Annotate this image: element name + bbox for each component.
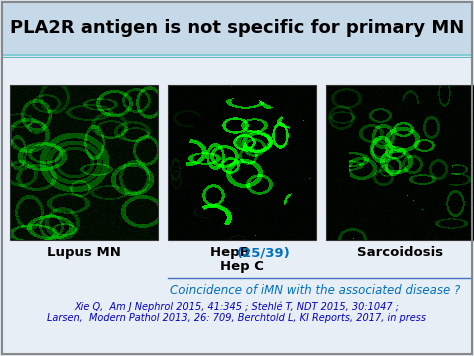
Bar (2, 58, 472, 354)
Text: Xie Q,  Am J Nephrol 2015, 41:345 ; Stehlé T, NDT 2015, 30:1047 ;: Xie Q, Am J Nephrol 2015, 41:345 ; Stehl… (74, 302, 400, 313)
Text: PLA2R antigen is not specific for primary MN: PLA2R antigen is not specific for primar… (10, 19, 464, 37)
Text: Larsen,  Modern Pathol 2013, 26: 709, Berchtold L, KI Reports, 2017, in press: Larsen, Modern Pathol 2013, 26: 709, Ber… (47, 313, 427, 323)
Bar (168, 85, 316, 240)
Text: Coincidence of iMN with the associated disease ?: Coincidence of iMN with the associated d… (170, 284, 460, 297)
Bar (2, 2, 472, 54)
Bar (326, 85, 474, 240)
Text: Lupus MN: Lupus MN (47, 246, 121, 259)
Text: HepB: HepB (210, 246, 255, 259)
Bar (10, 85, 158, 240)
Text: Sarcoidosis: Sarcoidosis (357, 246, 443, 259)
Text: (25/39): (25/39) (237, 246, 291, 259)
Text: Hep C: Hep C (220, 260, 264, 273)
